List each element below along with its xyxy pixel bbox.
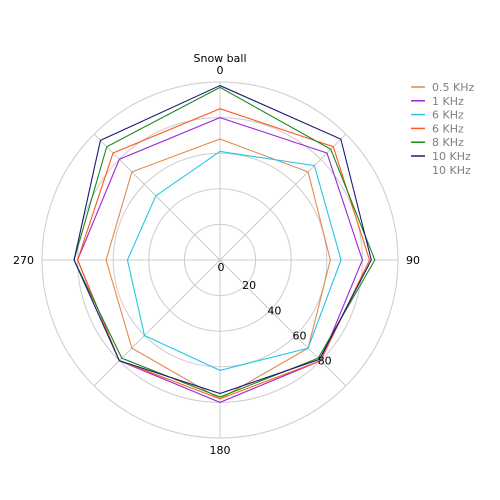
legend-entry: 1 KHz (432, 95, 464, 108)
r-tick-label-zero: 0 (218, 261, 225, 274)
legend-entry-extra: 10 KHz (432, 164, 471, 177)
r-tick-label: 80 (318, 355, 332, 368)
axis-labels: 20 40 60 80 0 0 90 180 270 (13, 64, 420, 457)
theta-tick-label: 0 (217, 64, 224, 77)
grid-spoke (219, 133, 347, 261)
series-line (77, 117, 363, 403)
series-layer (73, 84, 376, 403)
polar-grid (41, 81, 399, 439)
legend-entry: 8 KHz (432, 136, 464, 149)
r-tick-label: 20 (242, 279, 256, 292)
chart-title: Snow ball (193, 52, 246, 65)
series-line (73, 84, 372, 395)
theta-tick-label: 90 (406, 254, 420, 267)
theta-tick-label: 270 (13, 254, 34, 267)
grid-spoke (93, 133, 221, 261)
r-tick-label: 40 (267, 304, 281, 317)
series-line (73, 86, 376, 398)
legend-entry: 6 KHz (432, 109, 464, 122)
legend-entry: 0.5 KHz (432, 81, 474, 94)
r-tick-label: 60 (293, 330, 307, 343)
legend-entry: 10 KHz (432, 150, 471, 163)
grid-spoke (219, 259, 347, 387)
legend-entry: 6 KHz (432, 122, 464, 135)
grid-spoke (93, 259, 221, 387)
series-line (126, 150, 342, 371)
theta-tick-label: 180 (210, 444, 231, 457)
